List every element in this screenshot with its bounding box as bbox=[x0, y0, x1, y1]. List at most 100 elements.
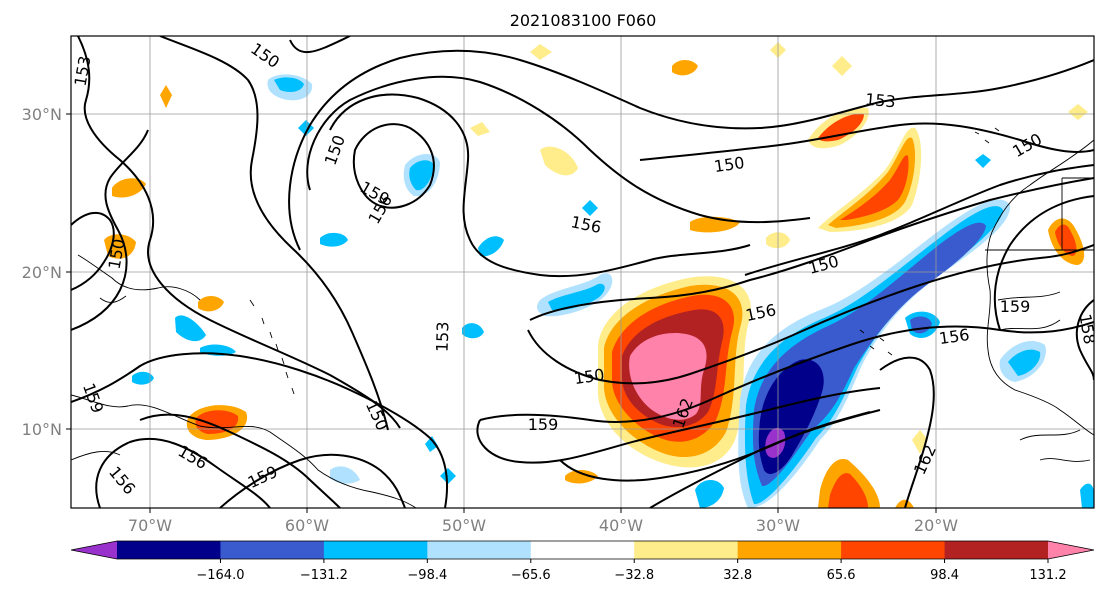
contour-line bbox=[744, 164, 1094, 276]
negative-anomaly-blob bbox=[462, 323, 484, 339]
contour-label: 153 bbox=[432, 321, 452, 352]
colorbar-segment bbox=[323, 541, 428, 559]
colorbar-extend-low bbox=[71, 541, 117, 559]
figure-title: 2021083100 F060 bbox=[510, 11, 657, 30]
lat-label: 20°N bbox=[22, 263, 62, 282]
map-plot-area: 153 150 150 159 156 150 156 153 150 150 … bbox=[71, 36, 1099, 508]
contour-line bbox=[476, 387, 881, 464]
colorbar-segment bbox=[220, 541, 325, 559]
contour-line bbox=[139, 413, 341, 508]
contour-label: 159 bbox=[1000, 297, 1031, 316]
lon-label: 40°W bbox=[599, 516, 643, 535]
south-america-coast bbox=[71, 450, 121, 461]
contour-line bbox=[219, 453, 406, 508]
negative-anomaly-blob bbox=[1008, 349, 1041, 376]
negative-anomaly-blob bbox=[409, 160, 434, 191]
contour-label: 153 bbox=[71, 54, 95, 87]
colorbar-tick-label: 32.8 bbox=[723, 568, 752, 583]
positive-anomaly-northeast-orange bbox=[828, 137, 916, 228]
negative-anomaly-blob bbox=[975, 154, 991, 168]
lon-label: 60°W bbox=[285, 516, 329, 535]
colorbar-segment bbox=[427, 541, 532, 559]
positive-anomaly-blob bbox=[540, 146, 578, 176]
positive-anomaly-blob bbox=[195, 410, 239, 434]
colorbar-ticks: −164.0 −131.2 −98.4 −65.6 −32.8 32.8 65.6 98.4 1… bbox=[196, 559, 1067, 583]
longitude-labels: 70°W 60°W 50°W 40°W 30°W 20°W bbox=[128, 516, 958, 535]
negative-anomaly-blob bbox=[478, 236, 504, 257]
colorbar-tick-label: −65.6 bbox=[511, 568, 551, 583]
negative-anomaly-blob bbox=[582, 200, 598, 216]
negative-anomaly-blob bbox=[320, 232, 348, 247]
contour-line bbox=[352, 123, 435, 209]
negative-anomaly-blob bbox=[1080, 483, 1094, 508]
contour-line bbox=[649, 409, 881, 508]
positive-anomaly-blob bbox=[1055, 224, 1077, 256]
negative-anomaly-blob bbox=[548, 283, 605, 311]
lesser-antilles bbox=[249, 299, 295, 395]
colorbar-tick-label: 65.6 bbox=[827, 568, 856, 583]
negative-anomaly-blob bbox=[274, 77, 304, 92]
colorbar-tick-label: 131.2 bbox=[1029, 568, 1066, 583]
colorbar-segment bbox=[530, 541, 635, 559]
lon-label: 30°W bbox=[756, 516, 800, 535]
africa-border bbox=[997, 291, 1061, 331]
positive-anomaly-blob bbox=[672, 60, 698, 76]
contour-line bbox=[639, 122, 1094, 161]
contour-line bbox=[329, 93, 751, 278]
negative-anomaly-blob bbox=[695, 479, 724, 508]
lon-label: 50°W bbox=[442, 516, 486, 535]
canary-islands bbox=[974, 127, 1000, 144]
contour-line bbox=[77, 36, 401, 429]
colorbar-outline bbox=[70, 540, 1095, 560]
contour-line bbox=[71, 211, 115, 291]
coastlines bbox=[71, 127, 1094, 508]
axis-ticks bbox=[66, 113, 937, 513]
contour-label: 153 bbox=[864, 90, 896, 112]
colorbar-segment bbox=[737, 541, 842, 559]
negative-anomaly-blob bbox=[425, 436, 438, 452]
positive-anomaly-blob bbox=[565, 470, 598, 484]
positive-anomaly-blob bbox=[198, 296, 224, 312]
lat-label: 30°N bbox=[22, 105, 62, 124]
colorbar-tick-label: 98.4 bbox=[930, 568, 959, 583]
contour-line bbox=[479, 321, 1094, 423]
contour-line bbox=[288, 49, 1094, 251]
lon-label: 70°W bbox=[128, 516, 172, 535]
africa-coast bbox=[986, 139, 1094, 436]
colorbar-segment bbox=[634, 541, 739, 559]
positive-anomaly-blob bbox=[1068, 104, 1088, 120]
positive-anomaly-blob bbox=[470, 122, 490, 136]
colorbar-tick-label: −98.4 bbox=[407, 568, 447, 583]
contour-line bbox=[306, 75, 811, 224]
contour-line bbox=[289, 36, 351, 53]
contour-line bbox=[1075, 299, 1094, 381]
latitude-labels: 30°N 20°N 10°N bbox=[22, 105, 62, 439]
contour-label: 150 bbox=[713, 153, 746, 176]
contour-label: 159 bbox=[528, 415, 559, 434]
contour-line bbox=[527, 244, 1094, 385]
positive-anomaly-pink bbox=[629, 332, 707, 420]
colorbar-tick-label: −32.8 bbox=[614, 568, 654, 583]
contour-line bbox=[159, 36, 389, 431]
negative-anomaly-blue bbox=[752, 222, 986, 487]
contour-line bbox=[71, 129, 149, 331]
positive-anomaly-north-orange bbox=[818, 113, 864, 142]
contour-label: 158 bbox=[1075, 312, 1099, 345]
positive-anomaly-blob bbox=[895, 499, 914, 508]
negative-anomaly-blob bbox=[330, 466, 360, 484]
lat-label: 10°N bbox=[22, 420, 62, 439]
south-america-coast bbox=[71, 394, 417, 508]
height-contours bbox=[71, 36, 1094, 508]
positive-anomaly-northeast-red bbox=[840, 155, 909, 220]
positive-anomaly-blob bbox=[104, 234, 136, 259]
colorbar-segment bbox=[944, 541, 1049, 559]
colorbar-tick-label: −131.2 bbox=[300, 568, 348, 583]
negative-anomaly-blob bbox=[175, 315, 206, 342]
contour-line bbox=[993, 195, 1094, 331]
africa-border bbox=[985, 177, 1094, 251]
negative-anomaly-blob bbox=[132, 371, 154, 385]
positive-anomaly-blob bbox=[160, 85, 172, 108]
colorbar-segment bbox=[841, 541, 946, 559]
caribbean-coast bbox=[77, 254, 201, 301]
